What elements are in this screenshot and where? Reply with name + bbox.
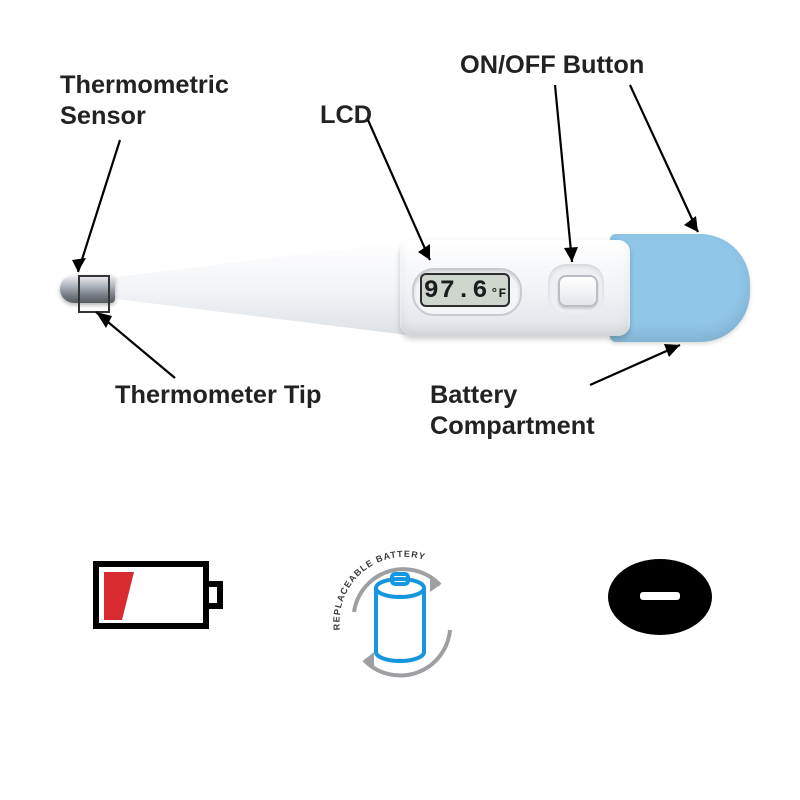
thermometer-cap (610, 234, 750, 342)
tip-highlight-box (78, 275, 110, 313)
label-battery-compartment: Battery Compartment (430, 380, 595, 442)
label-thermometer-tip: Thermometer Tip (115, 380, 321, 411)
lcd-value: 97.6 (424, 276, 489, 305)
diagram-canvas: Thermometric Sensor LCD ON/OFF Button Th… (0, 0, 800, 800)
replaceable-text: REPLACEABLE BATTERY (331, 549, 426, 631)
thermometer-taper (105, 240, 415, 336)
label-lcd: LCD (320, 100, 372, 131)
label-onoff: ON/OFF Button (460, 50, 644, 81)
onoff-button[interactable] (558, 275, 598, 307)
low-battery-icon (60, 550, 260, 645)
bottom-icon-row: LOW BATTERY INDICATOR REPLACEABLE BATTER… (0, 550, 800, 770)
replaceable-battery-icon: REPLACEABLE BATTERY (310, 530, 490, 715)
svg-text:REPLACEABLE BATTERY: REPLACEABLE BATTERY (331, 549, 426, 631)
battery-included-icon (560, 552, 760, 647)
label-thermometric-sensor: Thermometric Sensor (60, 70, 229, 132)
thermometer: 97.6 °F (50, 220, 750, 350)
lcd-screen: 97.6 °F (420, 273, 510, 307)
lcd-unit: °F (490, 287, 506, 302)
